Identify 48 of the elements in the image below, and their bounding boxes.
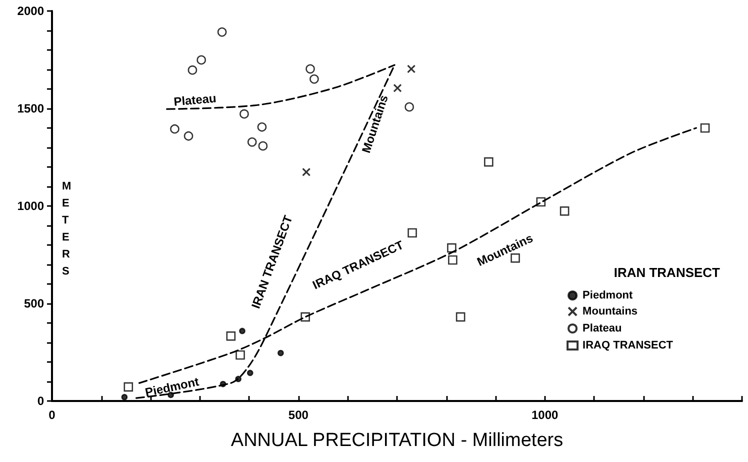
point <box>408 228 417 238</box>
point <box>217 27 227 37</box>
annotation: Plateau <box>173 91 217 109</box>
legend-label: Plateau <box>582 322 622 334</box>
point <box>393 84 402 92</box>
point <box>404 102 414 112</box>
point <box>240 109 249 119</box>
point <box>484 157 494 167</box>
point <box>257 122 267 132</box>
point <box>700 123 710 133</box>
y-tick-label: 2000 <box>17 4 44 18</box>
point <box>300 312 310 322</box>
point <box>170 124 180 134</box>
x-tick-label: 1000 <box>532 408 559 422</box>
legend-label: Piedmont <box>582 290 634 302</box>
point <box>302 168 311 176</box>
point <box>447 243 456 253</box>
point <box>258 141 268 151</box>
point <box>536 197 546 207</box>
y-tick-label: 0 <box>37 394 44 408</box>
point <box>456 312 466 322</box>
x-axis-title: ANNUAL PRECIPITATION - Millimeters <box>230 430 564 451</box>
legend-title: IRAN TRANSECT <box>614 265 720 280</box>
point <box>184 131 194 141</box>
point <box>236 350 245 360</box>
y-tick-label: 500 <box>24 296 44 310</box>
point <box>124 382 134 392</box>
point <box>406 64 416 74</box>
y-tick-label: 1000 <box>17 199 44 213</box>
point <box>226 331 236 341</box>
point <box>278 350 284 356</box>
point <box>196 55 206 65</box>
legend-label: IRAQ TRANSECT <box>582 340 674 352</box>
y-tick-label: 1500 <box>17 102 44 116</box>
x-tick-label: 0 <box>48 408 56 422</box>
point <box>121 394 128 400</box>
x-tick-label: 500 <box>288 408 309 422</box>
point <box>306 64 315 74</box>
point <box>310 74 319 84</box>
point <box>560 206 570 216</box>
annotation: Piedmont <box>144 374 200 400</box>
point <box>247 137 257 147</box>
point <box>239 328 246 334</box>
point <box>246 370 254 376</box>
legend-label: Mountains <box>582 306 638 318</box>
y-axis-title: METERS <box>62 180 72 278</box>
point <box>188 65 198 75</box>
point <box>448 255 458 265</box>
